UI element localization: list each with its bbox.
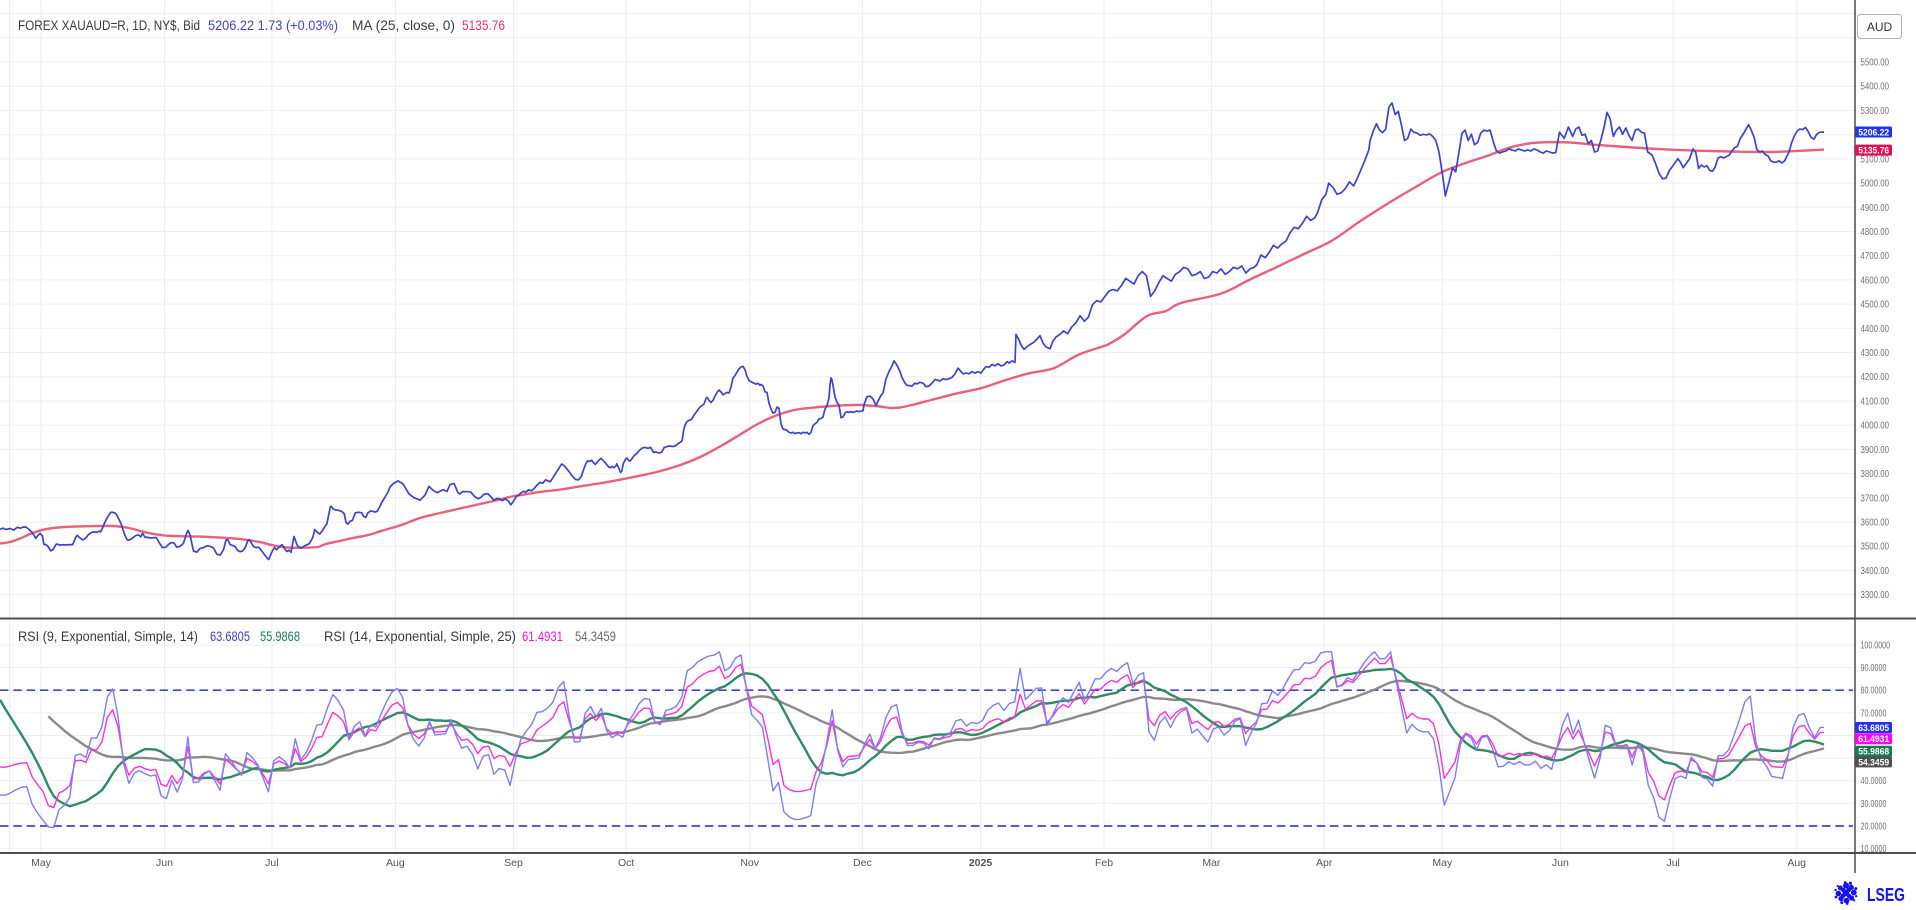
svg-text:3600.00: 3600.00 [1861, 517, 1890, 529]
svg-text:4500.00: 4500.00 [1861, 299, 1890, 311]
svg-text:2025: 2025 [969, 857, 993, 869]
svg-text:Sep: Sep [504, 857, 523, 869]
svg-text:63.6805: 63.6805 [210, 629, 250, 644]
svg-text:63.6805: 63.6805 [1858, 723, 1890, 734]
svg-text:LSEG: LSEG [1867, 885, 1905, 905]
svg-text:80.0000: 80.0000 [1861, 685, 1887, 697]
svg-text:5400.00: 5400.00 [1861, 81, 1890, 93]
svg-text:May: May [31, 857, 52, 869]
svg-text:70.0000: 70.0000 [1861, 707, 1887, 719]
svg-text:5100.00: 5100.00 [1861, 153, 1890, 165]
svg-text:May: May [1432, 857, 1453, 869]
svg-text:Aug: Aug [1787, 857, 1806, 869]
svg-text:RSI (9, Exponential, Simple, 1: RSI (9, Exponential, Simple, 14) [18, 629, 198, 644]
svg-text:3300.00: 3300.00 [1861, 589, 1890, 601]
svg-text:5206.22 1.73 (+0.03%): 5206.22 1.73 (+0.03%) [208, 18, 338, 33]
svg-text:Jun: Jun [156, 857, 173, 869]
svg-text:4400.00: 4400.00 [1861, 323, 1890, 335]
svg-text:3400.00: 3400.00 [1861, 565, 1890, 577]
svg-text:Nov: Nov [740, 857, 759, 869]
svg-text:3800.00: 3800.00 [1861, 468, 1890, 480]
svg-text:4600.00: 4600.00 [1861, 274, 1890, 286]
svg-text:4700.00: 4700.00 [1861, 250, 1890, 262]
svg-text:4300.00: 4300.00 [1861, 347, 1890, 359]
svg-text:3900.00: 3900.00 [1861, 444, 1890, 456]
svg-text:61.4931: 61.4931 [522, 629, 563, 644]
svg-text:Dec: Dec [853, 857, 872, 869]
svg-text:4800.00: 4800.00 [1861, 226, 1890, 238]
svg-text:3500.00: 3500.00 [1861, 541, 1890, 553]
svg-text:20.0000: 20.0000 [1861, 821, 1887, 833]
svg-text:Jun: Jun [1552, 857, 1569, 869]
svg-text:5500.00: 5500.00 [1861, 57, 1890, 69]
svg-text:FOREX XAUAUD=R, 1D, NY$, Bid: FOREX XAUAUD=R, 1D, NY$, Bid [18, 18, 200, 33]
svg-text:55.9868: 55.9868 [1858, 747, 1889, 758]
svg-text:10.0000: 10.0000 [1861, 843, 1887, 855]
svg-text:5135.76: 5135.76 [462, 18, 505, 33]
svg-text:55.9868: 55.9868 [260, 629, 300, 644]
svg-text:4200.00: 4200.00 [1861, 371, 1890, 383]
svg-text:Aug: Aug [386, 857, 405, 869]
svg-text:61.4931: 61.4931 [1858, 734, 1890, 745]
svg-text:90.0000: 90.0000 [1861, 662, 1887, 674]
svg-text:RSI (14, Exponential, Simple,: RSI (14, Exponential, Simple, 25) [324, 629, 516, 644]
svg-text:100.0000: 100.0000 [1861, 640, 1891, 652]
svg-text:5300.00: 5300.00 [1861, 105, 1890, 117]
svg-text:Oct: Oct [618, 857, 634, 869]
svg-text:5000.00: 5000.00 [1861, 178, 1890, 190]
svg-text:Jul: Jul [265, 857, 278, 869]
svg-text:54.3459: 54.3459 [1858, 757, 1889, 768]
svg-text:Feb: Feb [1095, 857, 1113, 869]
svg-text:4000.00: 4000.00 [1861, 420, 1890, 432]
svg-text:Jul: Jul [1666, 857, 1679, 869]
svg-text:4900.00: 4900.00 [1861, 202, 1890, 214]
svg-text:Mar: Mar [1202, 857, 1221, 869]
svg-text:5206.22: 5206.22 [1858, 127, 1889, 138]
svg-text:3700.00: 3700.00 [1861, 492, 1890, 504]
svg-text:30.0000: 30.0000 [1861, 798, 1887, 810]
svg-text:40.0000: 40.0000 [1861, 775, 1887, 787]
svg-text:4100.00: 4100.00 [1861, 395, 1890, 407]
svg-text:AUD: AUD [1867, 20, 1893, 34]
svg-text:54.3459: 54.3459 [575, 629, 616, 644]
svg-text:MA (25, close, 0): MA (25, close, 0) [352, 18, 455, 33]
svg-text:Apr: Apr [1316, 857, 1333, 869]
svg-text:5135.76: 5135.76 [1858, 146, 1889, 157]
